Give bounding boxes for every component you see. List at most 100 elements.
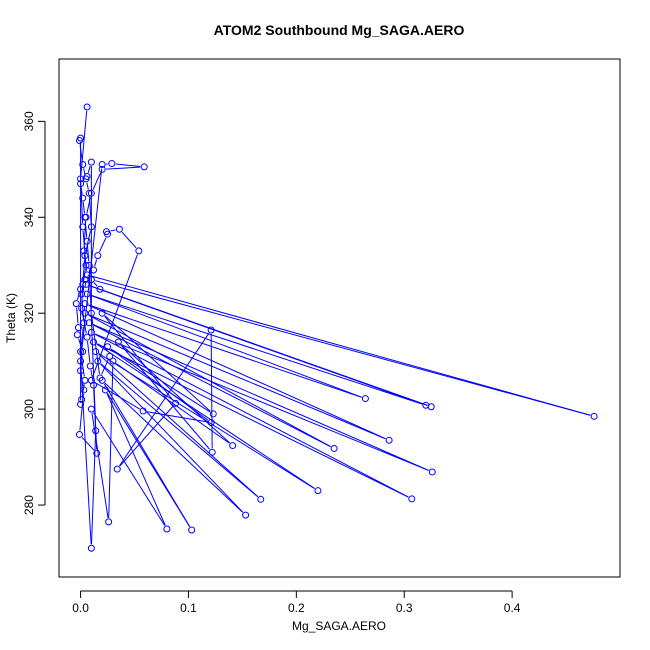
series-segment [110,348,211,413]
y-axis: 280 300 320 340 360 [22,111,46,515]
data-point [105,518,113,526]
data-point [87,328,95,336]
series-segment [78,338,82,348]
series-segment [91,413,109,518]
data-point [92,348,100,356]
series-segment [79,393,84,431]
series-segment [85,230,91,252]
data-point [106,352,114,360]
x-axis-label: Mg_SAGA.AERO [292,619,386,633]
series-segment [92,172,101,190]
series-segment [210,333,213,449]
data-point [80,319,88,327]
series-segment [98,353,259,498]
data-point [78,290,86,298]
data-point [98,161,106,169]
y-axis-label: Theta (K) [4,293,18,343]
y-tick-label: 280 [22,495,36,515]
series-segment [99,237,107,253]
series-segment [76,307,79,324]
data-point [207,326,215,334]
series-segment [107,393,191,527]
series-segment [96,343,409,498]
data-point [90,266,98,274]
data-point [590,412,598,420]
x-axis: 0.0 0.1 0.2 0.3 0.4 [72,590,521,615]
data-point [72,300,80,308]
series-segment [110,348,209,421]
data-point [80,247,88,255]
y-tick-label: 360 [22,111,36,131]
data-point [135,247,143,255]
series-segment [94,333,409,498]
data-point [78,304,86,312]
x-tick-label: 0.2 [288,601,305,615]
series-segment [104,315,211,412]
y-tick-label: 300 [22,399,36,419]
data-point [77,180,85,188]
data-point [75,137,83,145]
data-point [408,495,416,503]
series-segment [120,344,231,444]
series-segment [80,187,83,195]
data-point [75,431,83,439]
data-point [94,252,102,260]
series-segment [87,341,91,363]
data-point [82,280,90,288]
series-segment [100,363,259,498]
y-tick-label: 340 [22,207,36,227]
data-series [72,103,598,552]
series-segment [79,144,83,161]
series-segment [84,221,88,238]
data-point [314,487,322,495]
data-point [79,348,87,356]
data-point [257,495,265,503]
data-point [94,357,102,365]
data-point [428,468,436,476]
data-point [101,386,109,394]
data-point [85,261,93,269]
series-segment [87,165,91,173]
data-point [115,225,123,233]
data-point [79,161,87,169]
series-segment [88,304,386,440]
series-segment [82,202,85,214]
data-point [77,357,85,365]
data-point [77,285,85,293]
data-point [109,357,117,365]
data-point [81,276,89,284]
data-point [242,511,250,519]
series-segment [86,245,90,262]
plot-frame [58,58,621,578]
series-segment [96,343,315,489]
data-point [81,252,89,260]
series-segment [100,363,244,513]
data-point [98,165,106,173]
series-segment [90,294,423,405]
data-point [81,376,89,384]
series-segment [89,285,423,405]
series-segment [108,365,114,518]
data-point [422,401,430,409]
data-point [79,194,87,202]
data-point [77,175,85,183]
data-point [77,348,85,356]
data-point [86,362,94,370]
series-segment [80,110,88,175]
series-segment [119,333,210,467]
data-point [73,331,81,339]
data-point [229,442,237,450]
data-point [114,338,122,346]
data-point [330,444,338,452]
data-point [77,367,85,375]
x-tick-label: 0.1 [180,601,197,615]
series-segment [104,382,244,513]
series-segment [93,282,98,287]
data-point [209,410,217,418]
series-segment [110,229,116,232]
data-point [172,399,180,407]
series-segment [88,304,362,398]
data-point [140,163,148,171]
data-point [77,400,85,408]
series-segment [92,323,429,471]
